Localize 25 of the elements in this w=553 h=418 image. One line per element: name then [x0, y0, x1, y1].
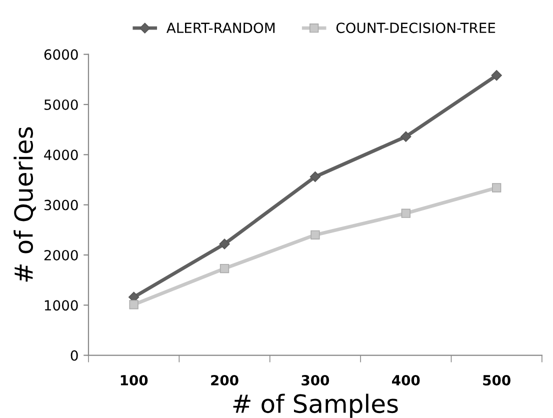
- point: [219, 238, 230, 250]
- point: [400, 131, 412, 142]
- x-axis-title: # of Samples: [233, 394, 398, 418]
- y-tick-label: 1000: [44, 300, 78, 311]
- y-axis-title: # of Queries: [14, 127, 36, 282]
- x-tick-label: 100: [120, 374, 148, 386]
- point: [310, 171, 321, 182]
- y-tick-label: 0: [70, 350, 78, 361]
- legend-label: COUNT-DECISION-TREE: [336, 22, 496, 34]
- y-tick-label: 5000: [44, 99, 78, 110]
- x-tick-label: 200: [211, 374, 238, 386]
- legend-label: ALERT-RANDOM: [166, 22, 275, 34]
- y-tick-label: 3000: [44, 200, 78, 210]
- point: [491, 70, 502, 81]
- x-tick-label: 400: [392, 374, 420, 386]
- y-tick-label: 6000: [44, 49, 78, 60]
- point: [129, 300, 138, 310]
- point: [492, 183, 502, 192]
- point: [310, 230, 320, 240]
- y-tick-label: 4000: [44, 150, 78, 160]
- point: [401, 208, 410, 218]
- y-tick-label: 2000: [44, 250, 78, 260]
- x-tick-label: 300: [302, 374, 330, 386]
- x-tick-label: 500: [483, 374, 510, 386]
- point: [220, 264, 230, 274]
